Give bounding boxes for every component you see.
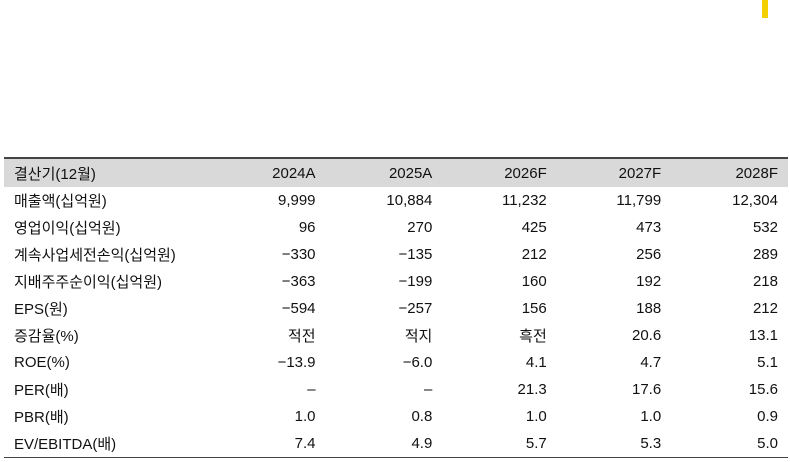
- row-label: 계속사업세전손익(십억원): [14, 247, 176, 264]
- value-cell: 212: [521, 246, 547, 263]
- value-cell: 5.3: [640, 435, 662, 452]
- value-cell: −363: [281, 273, 316, 290]
- value-cell: 적지: [404, 328, 433, 345]
- header-cell: 2025A: [388, 164, 433, 182]
- header-cell: 2027F: [618, 164, 662, 182]
- value-cell: 96: [298, 219, 316, 236]
- value-cell: 1.0: [294, 408, 316, 425]
- value-cell: 5.7: [525, 435, 547, 452]
- header-cell: 2028F: [735, 164, 778, 182]
- value-cell: 17.6: [631, 381, 662, 398]
- value-cell: 425: [521, 219, 547, 236]
- row-label: EV/EBITDA(배): [14, 436, 117, 453]
- row-label: 지배주주순이익(십억원): [14, 274, 162, 291]
- value-cell: −257: [398, 300, 433, 317]
- header-cell: 2024A: [272, 164, 316, 182]
- row-label: 영업이익(십억원): [14, 220, 121, 237]
- value-cell: 5.1: [757, 354, 778, 371]
- table-row: 증감율(%) 적전 적지 흑전 20.6 13.1: [4, 322, 788, 349]
- value-cell: 1.0: [640, 408, 662, 425]
- row-label: ROE(%): [14, 354, 70, 371]
- value-cell: 4.1: [525, 354, 547, 371]
- value-cell: 4.7: [640, 354, 662, 371]
- row-label: PER(배): [14, 382, 69, 399]
- accent-bar: [762, 0, 768, 18]
- financial-table: 결산기(12월) 2024A 2025A 2026F 2027F 2028F 매출액(십억…: [4, 157, 788, 458]
- table-row: ROE(%) −13.9 −6.0 4.1 4.7 5.1: [4, 349, 788, 376]
- table-row: 계속사업세전손익(십억원) −330 −135 212 256 289: [4, 241, 788, 268]
- value-cell: 15.6: [748, 381, 778, 398]
- row-label: PBR(배): [14, 409, 69, 426]
- row-label: 증감율(%): [14, 328, 79, 345]
- value-cell: 270: [407, 219, 433, 236]
- value-cell: 9,999: [277, 192, 316, 209]
- value-cell: −135: [398, 246, 433, 263]
- value-cell: 256: [636, 246, 662, 263]
- value-cell: 160: [521, 273, 547, 290]
- value-cell: 218: [752, 273, 778, 290]
- value-cell: −199: [398, 273, 433, 290]
- value-cell: 흑전: [519, 328, 547, 345]
- value-cell: 7.4: [294, 435, 316, 452]
- value-cell: 12,304: [732, 192, 778, 209]
- value-cell: 10,884: [386, 192, 433, 209]
- table-row: EPS(원) −594 −257 156 188 212: [4, 295, 788, 322]
- header-row: 결산기(12월) 2024A 2025A 2026F 2027F 2028F: [4, 158, 788, 187]
- value-cell: –: [307, 381, 316, 398]
- value-cell: −594: [281, 300, 316, 317]
- value-cell: 0.8: [411, 408, 433, 425]
- table-row: 지배주주순이익(십억원) −363 −199 160 192 218: [4, 268, 788, 295]
- value-cell: 532: [752, 219, 778, 236]
- value-cell: 192: [636, 273, 662, 290]
- table-row: 매출액(십억원) 9,999 10,884 11,232 11,799 12,304: [4, 187, 788, 214]
- table-header: 결산기(12월) 2024A 2025A 2026F 2027F 2028F: [4, 158, 788, 187]
- table-row: PER(배) – – 21.3 17.6 15.6: [4, 376, 788, 403]
- value-cell: −6.0: [402, 354, 433, 371]
- table-body: 매출액(십억원) 9,999 10,884 11,232 11,799 12,304 영업이…: [4, 187, 788, 458]
- value-cell: 4.9: [411, 435, 433, 452]
- value-cell: 212: [752, 300, 778, 317]
- value-cell: 0.9: [757, 408, 778, 425]
- table-row: PBR(배) 1.0 0.8 1.0 1.0 0.9: [4, 403, 788, 430]
- value-cell: 적전: [287, 328, 316, 345]
- value-cell: 20.6: [631, 327, 662, 344]
- header-cell: 2026F: [504, 164, 547, 182]
- value-cell: 188: [636, 300, 662, 317]
- value-cell: 473: [636, 219, 662, 236]
- value-cell: 289: [752, 246, 778, 263]
- table-row: 영업이익(십억원) 96 270 425 473 532: [4, 214, 788, 241]
- header-cell: 결산기(12월): [14, 165, 96, 183]
- row-label: 매출액(십억원): [14, 193, 107, 210]
- row-label: EPS(원): [14, 301, 68, 318]
- value-cell: −13.9: [277, 354, 316, 371]
- value-cell: 11,232: [501, 192, 547, 209]
- table-row: EV/EBITDA(배) 7.4 4.9 5.7 5.3 5.0: [4, 430, 788, 458]
- value-cell: 13.1: [748, 327, 778, 344]
- value-cell: 11,799: [616, 192, 662, 209]
- value-cell: 5.0: [757, 435, 778, 452]
- value-cell: –: [423, 381, 433, 398]
- value-cell: 1.0: [525, 408, 547, 425]
- value-cell: −330: [281, 246, 316, 263]
- value-cell: 156: [521, 300, 547, 317]
- value-cell: 21.3: [517, 381, 547, 398]
